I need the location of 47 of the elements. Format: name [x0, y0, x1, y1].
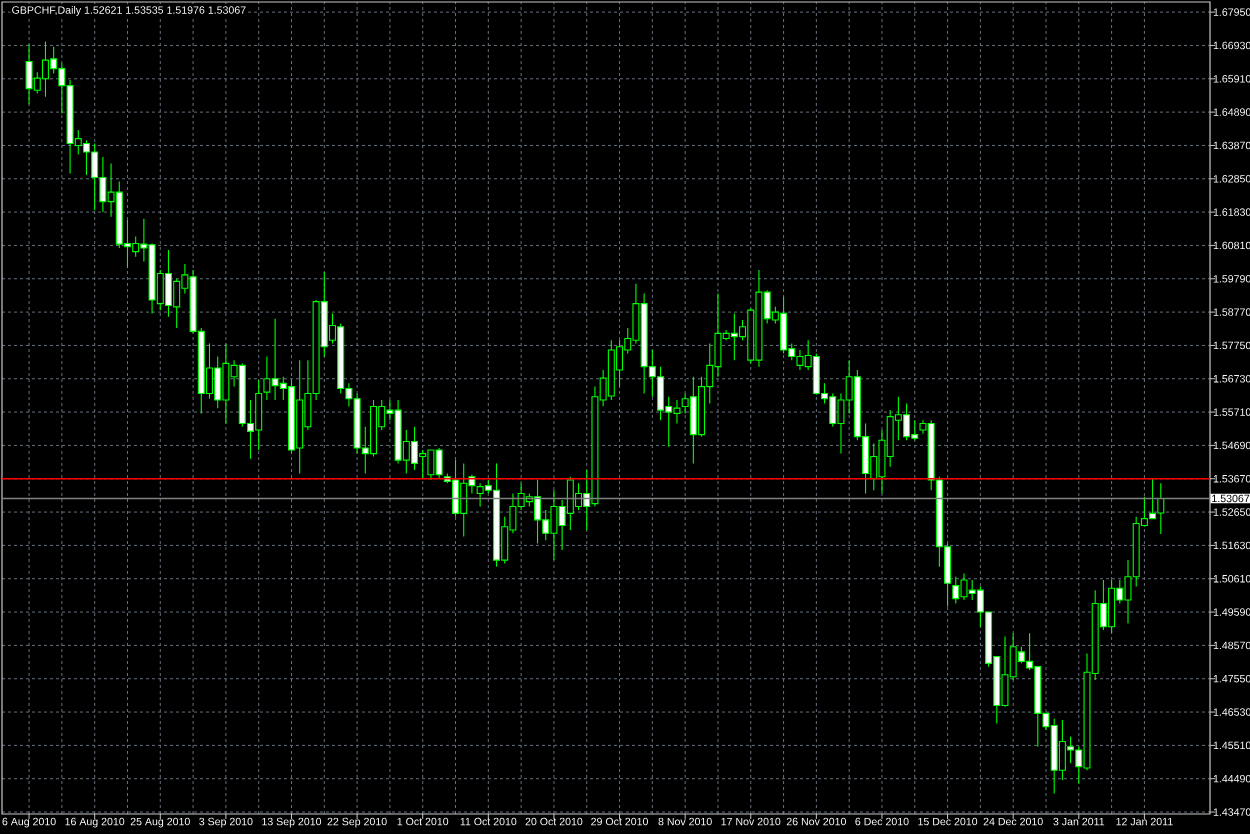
candlestick [1034, 666, 1042, 748]
candlestick [460, 462, 468, 538]
candlestick [812, 353, 820, 396]
candlestick [657, 366, 665, 421]
candlestick [411, 426, 419, 471]
candlestick [263, 355, 271, 401]
candlestick [607, 339, 615, 401]
candlestick [91, 142, 99, 211]
candlestick [173, 278, 181, 329]
candlestick [550, 489, 558, 561]
candlestick [780, 296, 788, 355]
candlestick [271, 318, 279, 401]
candlestick [1050, 718, 1058, 794]
candlestick [1108, 579, 1116, 634]
candlestick [903, 403, 911, 441]
candlestick [41, 40, 49, 98]
candlestick [952, 576, 960, 605]
candlestick [419, 449, 427, 480]
candlestick [99, 156, 107, 213]
candlestick [427, 449, 435, 481]
candlestick [673, 399, 681, 425]
candlestick [911, 419, 919, 441]
candlestick [476, 482, 484, 508]
candlestick [164, 249, 172, 318]
candlestick [370, 399, 378, 458]
candlestick [689, 376, 697, 464]
candlestick [1157, 482, 1165, 535]
candlestick [452, 459, 460, 518]
candlestick [214, 355, 222, 409]
candlestick [132, 236, 140, 258]
candlestick [575, 482, 583, 511]
candlestick [730, 312, 738, 361]
candlestick [435, 447, 443, 480]
candlestick [829, 392, 837, 428]
candlestick [82, 139, 90, 176]
candlestick [534, 479, 542, 544]
candlestick [1058, 719, 1066, 781]
candlestick [1067, 736, 1075, 764]
candlestick [960, 572, 968, 601]
candlestick [870, 442, 878, 491]
candlestick [1001, 636, 1009, 708]
candlestick [222, 342, 230, 425]
candlestick [255, 379, 263, 451]
candlestick [796, 349, 804, 371]
candlestick [566, 476, 574, 531]
candlestick [25, 43, 33, 105]
candlestick [1149, 478, 1157, 520]
